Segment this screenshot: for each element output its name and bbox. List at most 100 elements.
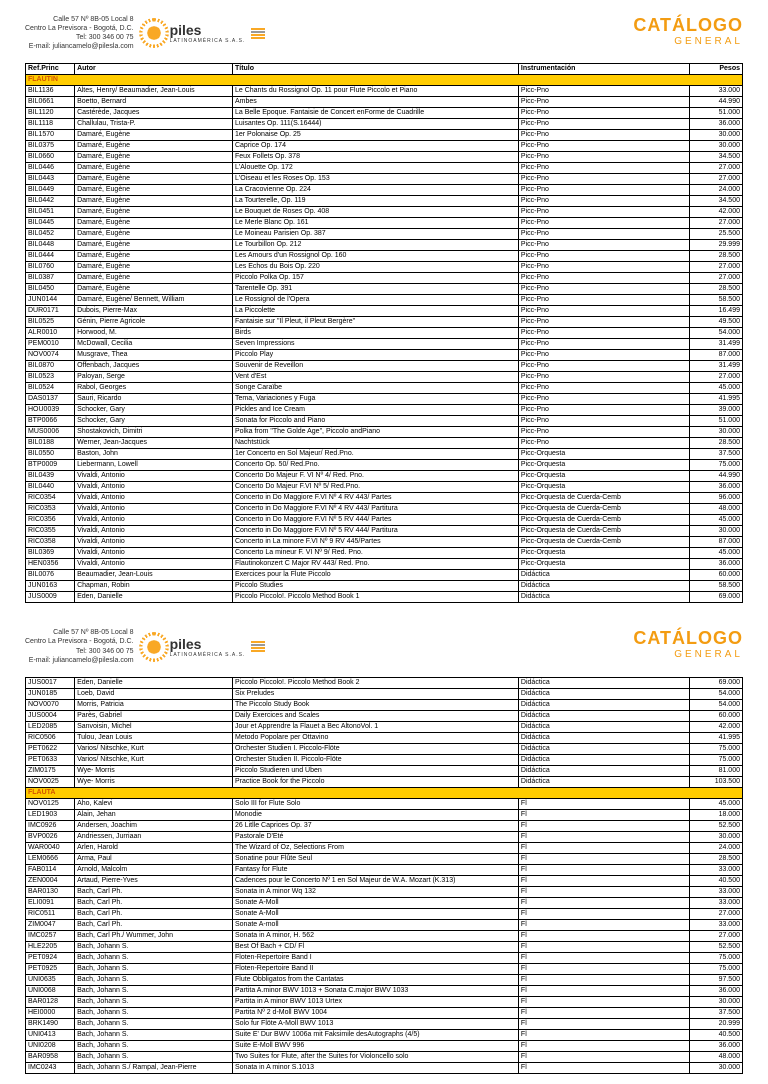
table-row: JUN0144Damaré, Eugène/ Bennett, WilliamL… — [26, 295, 743, 306]
table-row: BIL0524Rabol, GeorgesSonge CaraïbePicc-P… — [26, 383, 743, 394]
table-row: HOU0039Schocker, GaryPickles and Ice Cre… — [26, 405, 743, 416]
table-row: BTP0009Liebermann, LowellConcerto Op. 50… — [26, 460, 743, 471]
table-row: BIL0387Damaré, EugènePiccolo Polka Op. 1… — [26, 273, 743, 284]
table-row: DUR0171Dubois, Pierre-MaxLa PiccolettePi… — [26, 306, 743, 317]
table-row: DAS0137Sauri, RicardoTema, Variaciones y… — [26, 394, 743, 405]
table-row: UNI0635Bach, Johann S.Flute Obbligatos f… — [26, 974, 743, 985]
table-row: BAR0130Bach, Carl Ph.Sonata in A minor W… — [26, 886, 743, 897]
table-row: LED1903Alain, JehanMonodieFl18.000 — [26, 809, 743, 820]
table-row: BIL0445Damaré, EugèneLe Merle Blanc Op. … — [26, 218, 743, 229]
table-row: NOV0025Wye- MorrisPractice Book for the … — [26, 776, 743, 787]
table-row: LEM0666Arma, PaulSonatine pour Flûte Seu… — [26, 853, 743, 864]
table-row: UNI0208Bach, Johann S.Suite E-Moll BWV 9… — [26, 1040, 743, 1051]
table-row: BIL0369Vivaldi, AntonioConcerto La mineu… — [26, 548, 743, 559]
col-pesos: Pesos — [689, 64, 742, 75]
table-row: BTP0066Schocker, GarySonata for Piccolo … — [26, 416, 743, 427]
table-row: BIL0442Damaré, EugèneLa Tourterelle, Op.… — [26, 196, 743, 207]
table-row: JUS0009Eden, DaniellePiccolo Piccolo!. P… — [26, 592, 743, 603]
table-row: LED2085Sanvoisin, MichelJour et Apprendr… — [26, 721, 743, 732]
table-row: HLE2205Bach, Johann S.Best Of Bach + CD/… — [26, 941, 743, 952]
catalogo-title: CATÁLOGO GENERAL — [633, 628, 743, 660]
table-row: BIL0440Vivaldi, AntonioConcerto Do Majeu… — [26, 482, 743, 493]
email: E-mail: juliancamelo@pilesla.com — [25, 42, 134, 51]
table-row: ALR0010Horwood, M.BirdsPicc-Pno54.000 — [26, 328, 743, 339]
table-row: RIC0511Bach, Carl Ph.Sonate A-MollFl27.0… — [26, 908, 743, 919]
table-row: BIL0446Damaré, EugèneL'Alouette Op. 172P… — [26, 163, 743, 174]
table-row: IMC0926Andersen, Joachim26 Litlle Capric… — [26, 820, 743, 831]
company-info: Calle 57 Nº 8B-05 Local 8 Centro La Prev… — [25, 628, 134, 664]
table-row: ZIM0175Wye- MorrisPiccolo Studieren und … — [26, 765, 743, 776]
section-flauta: FLAUTA — [26, 787, 743, 798]
col-ref: Ref.Princ — [26, 64, 75, 75]
table-row: ZEN0004Artaud, Pierre-YvesCadences pour … — [26, 875, 743, 886]
table-row: BIL0525Génin, Pierre AgricoleFantaisie s… — [26, 317, 743, 328]
table-row: WAR0040Arlen, HaroldThe Wizard of Oz, Se… — [26, 842, 743, 853]
table-row: BVP0026Andriessen, JurriaanPastorale D'E… — [26, 831, 743, 842]
sun-icon — [142, 21, 166, 45]
logo-text: pilesLATINOAMÉRICA S.A.S. — [170, 22, 246, 44]
table-row: JUS0017Eden, DaniellePiccolo Piccolo!. P… — [26, 677, 743, 688]
table-row: BIL0188Werner, Jean-JacquesNachtstückPic… — [26, 438, 743, 449]
section-flautin: FLAUTIN — [26, 75, 743, 86]
table-row: PET0633Varios/ Nitschke, KurtOrchester S… — [26, 754, 743, 765]
tel: Tel: 300 346 00 75 — [25, 33, 134, 42]
table-row: BIL0661Boetto, BernardAmbesPicc-Pno44.99… — [26, 97, 743, 108]
table-row: IMC0257Bach, Carl Ph./ Wummer, JohnSonat… — [26, 930, 743, 941]
table-row: BIL0450Damaré, EugèneTarentelle Op. 391P… — [26, 284, 743, 295]
catalogo-title: CATÁLOGO GENERAL — [633, 15, 743, 47]
addr1: Calle 57 Nº 8B-05 Local 8 — [25, 15, 134, 24]
page-header: Calle 57 Nº 8B-05 Local 8 Centro La Prev… — [25, 15, 743, 51]
table-row: BIL0660Damaré, EugèneFeux Follets Op. 37… — [26, 152, 743, 163]
col-instr: Instrumentación — [518, 64, 689, 75]
table-row: BIL0760Damaré, EugèneLes Echos du Bois O… — [26, 262, 743, 273]
table-row: RIC0353Vivaldi, AntonioConcerto in Do Ma… — [26, 504, 743, 515]
addr2: Centro La Previsora - Bogotá, D.C. — [25, 24, 134, 33]
table-row: BIL1570Damaré, Eugène1er Polonaise Op. 2… — [26, 130, 743, 141]
table-row: BIL1118Challulau, Trista-P.Luisantes Op.… — [26, 119, 743, 130]
table-row: RIC0355Vivaldi, AntonioConcerto in Do Ma… — [26, 526, 743, 537]
piles-logo: pilesLATINOAMÉRICA S.A.S. — [142, 635, 266, 659]
logo-bars-icon — [251, 641, 265, 652]
table-row: UNI0068Bach, Johann S.Partita A.minor BW… — [26, 985, 743, 996]
header-left: Calle 57 Nº 8B-05 Local 8 Centro La Prev… — [25, 628, 265, 664]
table-row: NOV0070Morris, PatriciaThe Piccolo Study… — [26, 699, 743, 710]
table-row: NOV0125Aho, KaleviSolo III for Flute Sol… — [26, 798, 743, 809]
table-row: BIL1136Altes, Henry/ Beaumadier, Jean-Lo… — [26, 86, 743, 97]
table-row: FAB0114Arnold, MalcolmFantasy for FluteF… — [26, 864, 743, 875]
piles-logo: pilesLATINOAMÉRICA S.A.S. — [142, 21, 266, 45]
table-row: BIL0523Paloyan, SergeVent d'EstPicc-Pno2… — [26, 372, 743, 383]
page-header: Calle 57 Nº 8B-05 Local 8 Centro La Prev… — [25, 628, 743, 664]
table-row: RIC0356Vivaldi, AntonioConcerto in Do Ma… — [26, 515, 743, 526]
table-row: HEI0000Bach, Johann S.Partita Nº 2 d-Mol… — [26, 1007, 743, 1018]
logo-bars-icon — [251, 28, 265, 39]
table-row: BIL0550Baston, John1er Concerto en Sol M… — [26, 449, 743, 460]
page-2: Calle 57 Nº 8B-05 Local 8 Centro La Prev… — [0, 613, 768, 1083]
table-row: BIL0451Damaré, EugèneLe Bouquet de Roses… — [26, 207, 743, 218]
page-1: Calle 57 Nº 8B-05 Local 8 Centro La Prev… — [0, 0, 768, 613]
table-row: BIL1120Castérède, JacquesLa Belle Epoque… — [26, 108, 743, 119]
table-row: BIL0076Beaumadier, Jean-LouisExercices p… — [26, 570, 743, 581]
table-row: JUN0163Chapman, RobinPiccolo StudiesDidá… — [26, 581, 743, 592]
header-left: Calle 57 Nº 8B-05 Local 8 Centro La Prev… — [25, 15, 265, 51]
table-row: ELI0091Bach, Carl Ph.Sonate A-MollFl33.0… — [26, 897, 743, 908]
table-row: BIL0870Offenbach, JacquesSouvenir de Rev… — [26, 361, 743, 372]
table-head: Ref.Princ Autor Título Instrumentación P… — [26, 64, 743, 75]
company-info: Calle 57 Nº 8B-05 Local 8 Centro La Prev… — [25, 15, 134, 51]
table-row: RIC0354Vivaldi, AntonioConcerto in Do Ma… — [26, 493, 743, 504]
catalog-table-2: JUS0017Eden, DaniellePiccolo Piccolo!. P… — [25, 677, 743, 1074]
table-row: PEM0010McDowall, CeciliaSeven Impression… — [26, 339, 743, 350]
table-row: JUN0185Loeb, DavidSix PreludesDidáctica5… — [26, 688, 743, 699]
table-row: NOV0074Musgrave, TheaPiccolo PlayPicc-Pn… — [26, 350, 743, 361]
catalog-table-1: Ref.Princ Autor Título Instrumentación P… — [25, 63, 743, 603]
table-row: IMC0243Bach, Johann S./ Rampal, Jean-Pie… — [26, 1062, 743, 1073]
table-row: BAR0128Bach, Johann S.Partita in A minor… — [26, 996, 743, 1007]
table-row: BIL0449Damaré, EugèneLa Cracovienne Op. … — [26, 185, 743, 196]
table-row: UNI0413Bach, Johann S.Suite E' Dur BWV 1… — [26, 1029, 743, 1040]
table-row: JUS0004Parès, GabrielDaily Exercices and… — [26, 710, 743, 721]
col-autor: Autor — [75, 64, 233, 75]
col-titulo: Título — [232, 64, 518, 75]
table-row: ZIM0047Bach, Carl Ph.Sonate A-mollFl33.0… — [26, 919, 743, 930]
sun-icon — [142, 635, 166, 659]
table-row: BIL0439Vivaldi, AntonioConcerto Do Majeu… — [26, 471, 743, 482]
table-row: BIL0443Damaré, EugèneL'Oiseau et les Ros… — [26, 174, 743, 185]
